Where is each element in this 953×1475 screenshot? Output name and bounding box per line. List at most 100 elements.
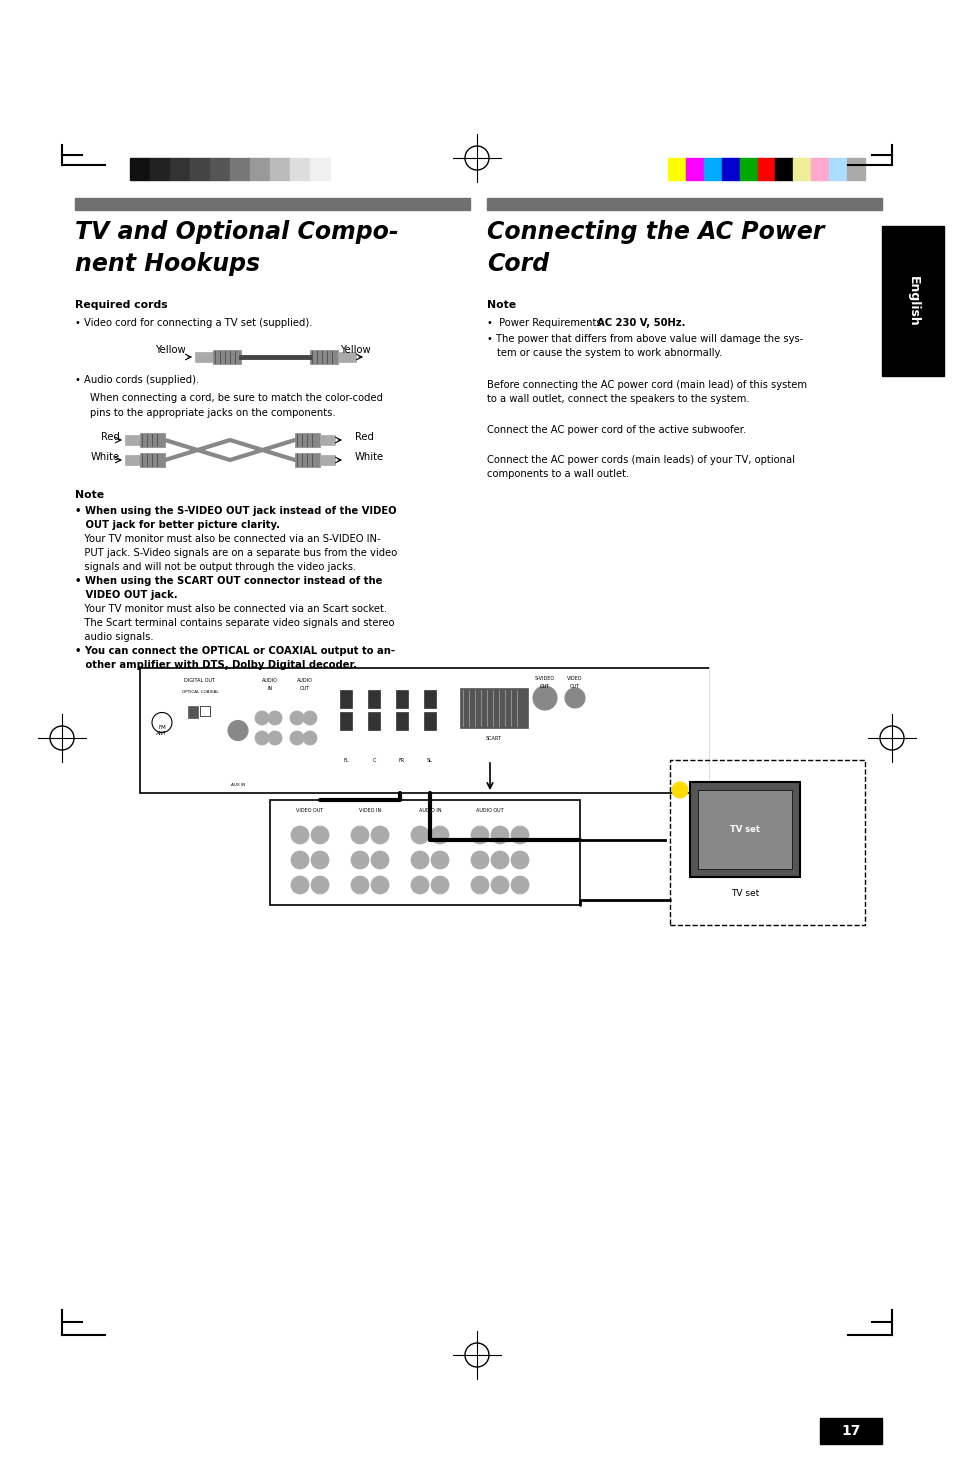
Bar — [310, 158, 330, 180]
Text: 17: 17 — [841, 1423, 860, 1438]
Text: OUT: OUT — [539, 684, 550, 689]
Text: TV set: TV set — [729, 825, 760, 833]
Circle shape — [671, 832, 687, 848]
Text: AUDIO IN: AUDIO IN — [418, 808, 441, 813]
Circle shape — [511, 826, 529, 844]
Text: C: C — [372, 758, 375, 763]
Circle shape — [491, 826, 509, 844]
Bar — [170, 158, 190, 180]
Bar — [846, 158, 864, 180]
Text: Note: Note — [486, 299, 516, 310]
Bar — [757, 158, 775, 180]
Circle shape — [351, 851, 369, 869]
Text: • When using the SCART OUT connector instead of the: • When using the SCART OUT connector ins… — [75, 577, 382, 586]
Bar — [339, 712, 352, 730]
Text: When connecting a cord, be sure to match the color-coded: When connecting a cord, be sure to match… — [90, 392, 382, 403]
Text: TV set: TV set — [730, 889, 759, 898]
Bar — [667, 158, 685, 180]
Text: Before connecting the AC power cord (main lead) of this system: Before connecting the AC power cord (mai… — [486, 381, 806, 389]
Text: SL: SL — [427, 758, 433, 763]
Text: • The power that differs from above value will damage the sys-: • The power that differs from above valu… — [486, 333, 802, 344]
Circle shape — [268, 732, 282, 745]
Bar — [125, 435, 140, 445]
Text: TV and Optional Compo-: TV and Optional Compo- — [75, 220, 398, 243]
Circle shape — [291, 876, 309, 894]
Text: SCART: SCART — [485, 736, 501, 740]
Text: IN: IN — [267, 686, 273, 690]
Circle shape — [511, 876, 529, 894]
Bar — [125, 454, 140, 465]
Text: AUDIO: AUDIO — [296, 678, 313, 683]
Text: tem or cause the system to work abnormally.: tem or cause the system to work abnormal… — [497, 348, 721, 358]
Bar — [250, 158, 270, 180]
Circle shape — [371, 876, 389, 894]
Bar — [294, 434, 319, 447]
Bar — [423, 712, 436, 730]
Text: other amplifier with DTS, Dolby Digital decoder.: other amplifier with DTS, Dolby Digital … — [75, 659, 356, 670]
Circle shape — [471, 826, 489, 844]
Bar — [75, 198, 470, 209]
Bar — [190, 158, 210, 180]
Circle shape — [431, 826, 449, 844]
Circle shape — [471, 876, 489, 894]
Circle shape — [491, 851, 509, 869]
Bar — [294, 453, 319, 468]
Circle shape — [303, 711, 316, 726]
Circle shape — [291, 826, 309, 844]
Bar — [721, 158, 739, 180]
Circle shape — [431, 876, 449, 894]
Text: S-VIDEO: S-VIDEO — [535, 676, 555, 681]
Bar — [270, 799, 579, 906]
Text: • Audio cords (supplied).: • Audio cords (supplied). — [75, 375, 199, 385]
Bar — [685, 158, 703, 180]
Text: signals and will not be output through the video jacks.: signals and will not be output through t… — [75, 562, 355, 572]
Circle shape — [533, 686, 557, 709]
Circle shape — [290, 732, 304, 745]
Bar — [337, 353, 355, 361]
Text: AUDIO OUT: AUDIO OUT — [476, 808, 503, 813]
Text: Your TV monitor must also be connected via an Scart socket.: Your TV monitor must also be connected v… — [75, 603, 387, 614]
Bar — [130, 158, 150, 180]
Text: PUT jack. S-Video signals are on a separate bus from the video: PUT jack. S-Video signals are on a separ… — [75, 549, 396, 558]
Text: Connect the AC power cord of the active subwoofer.: Connect the AC power cord of the active … — [486, 425, 745, 435]
Text: VIDEO IN: VIDEO IN — [358, 808, 381, 813]
Text: OUT: OUT — [299, 686, 310, 690]
Text: Connect the AC power cords (main leads) of your TV, optional: Connect the AC power cords (main leads) … — [486, 454, 794, 465]
Bar — [230, 158, 250, 180]
Text: Cord: Cord — [486, 252, 549, 276]
Bar — [140, 453, 165, 468]
Bar — [200, 707, 210, 715]
Circle shape — [491, 876, 509, 894]
Text: AC 230 V, 50Hz.: AC 230 V, 50Hz. — [597, 319, 685, 327]
Circle shape — [290, 711, 304, 726]
Bar — [882, 226, 943, 376]
Text: audio signals.: audio signals. — [75, 631, 153, 642]
Circle shape — [671, 807, 687, 823]
Bar — [698, 791, 791, 869]
Bar — [810, 158, 828, 180]
Bar — [310, 350, 337, 364]
Circle shape — [471, 851, 489, 869]
Circle shape — [351, 876, 369, 894]
Text: OUT jack for better picture clarity.: OUT jack for better picture clarity. — [75, 521, 280, 530]
Text: VIDEO: VIDEO — [567, 676, 582, 681]
Circle shape — [311, 851, 329, 869]
Bar — [210, 158, 230, 180]
Bar — [368, 712, 379, 730]
Circle shape — [268, 711, 282, 726]
Circle shape — [411, 826, 429, 844]
Text: AUDIO: AUDIO — [262, 678, 277, 683]
Bar — [319, 454, 335, 465]
Text: Red: Red — [101, 432, 120, 442]
Text: Yellow: Yellow — [154, 345, 186, 355]
Wedge shape — [709, 668, 772, 794]
Bar — [150, 158, 170, 180]
Bar — [459, 687, 527, 729]
Circle shape — [228, 720, 248, 740]
Bar — [270, 158, 290, 180]
Bar — [669, 760, 864, 925]
Bar — [775, 158, 793, 180]
Bar — [140, 668, 709, 794]
Text: Connecting the AC Power: Connecting the AC Power — [486, 220, 823, 243]
Text: to a wall outlet, connect the speakers to the system.: to a wall outlet, connect the speakers t… — [486, 394, 749, 404]
